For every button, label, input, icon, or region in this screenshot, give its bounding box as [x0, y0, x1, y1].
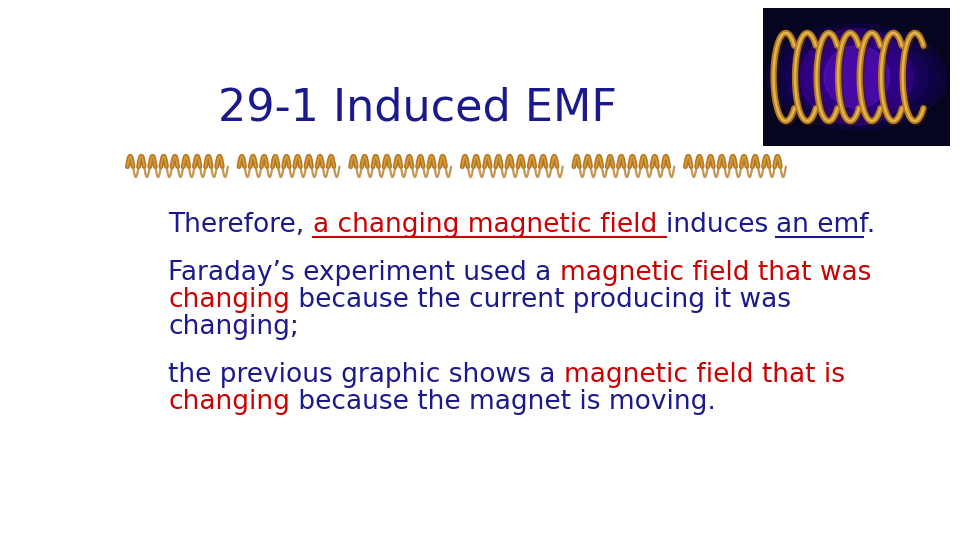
Text: magnetic field that is: magnetic field that is	[564, 362, 845, 388]
Ellipse shape	[767, 24, 947, 130]
Text: magnetic field that was: magnetic field that was	[560, 260, 872, 286]
Text: because the magnet is moving.: because the magnet is moving.	[290, 389, 716, 415]
Ellipse shape	[824, 46, 890, 108]
Text: an emf.: an emf.	[777, 212, 876, 238]
Text: changing: changing	[168, 389, 290, 415]
Ellipse shape	[801, 29, 913, 125]
Ellipse shape	[785, 35, 928, 119]
Text: changing: changing	[168, 287, 290, 313]
Ellipse shape	[832, 63, 881, 91]
Text: the previous graphic shows a: the previous graphic shows a	[168, 362, 564, 388]
Text: 29-1 Induced EMF: 29-1 Induced EMF	[218, 87, 617, 130]
Ellipse shape	[823, 57, 891, 97]
Text: a changing magnetic field: a changing magnetic field	[313, 212, 665, 238]
Text: Therefore,: Therefore,	[168, 212, 313, 238]
Text: because the current producing it was: because the current producing it was	[290, 287, 791, 313]
Ellipse shape	[804, 46, 909, 108]
Ellipse shape	[777, 30, 937, 124]
Text: induces: induces	[665, 212, 777, 238]
Ellipse shape	[814, 52, 900, 102]
Text: Faraday’s experiment used a: Faraday’s experiment used a	[168, 260, 560, 286]
Text: changing;: changing;	[168, 314, 300, 340]
Ellipse shape	[795, 40, 919, 113]
